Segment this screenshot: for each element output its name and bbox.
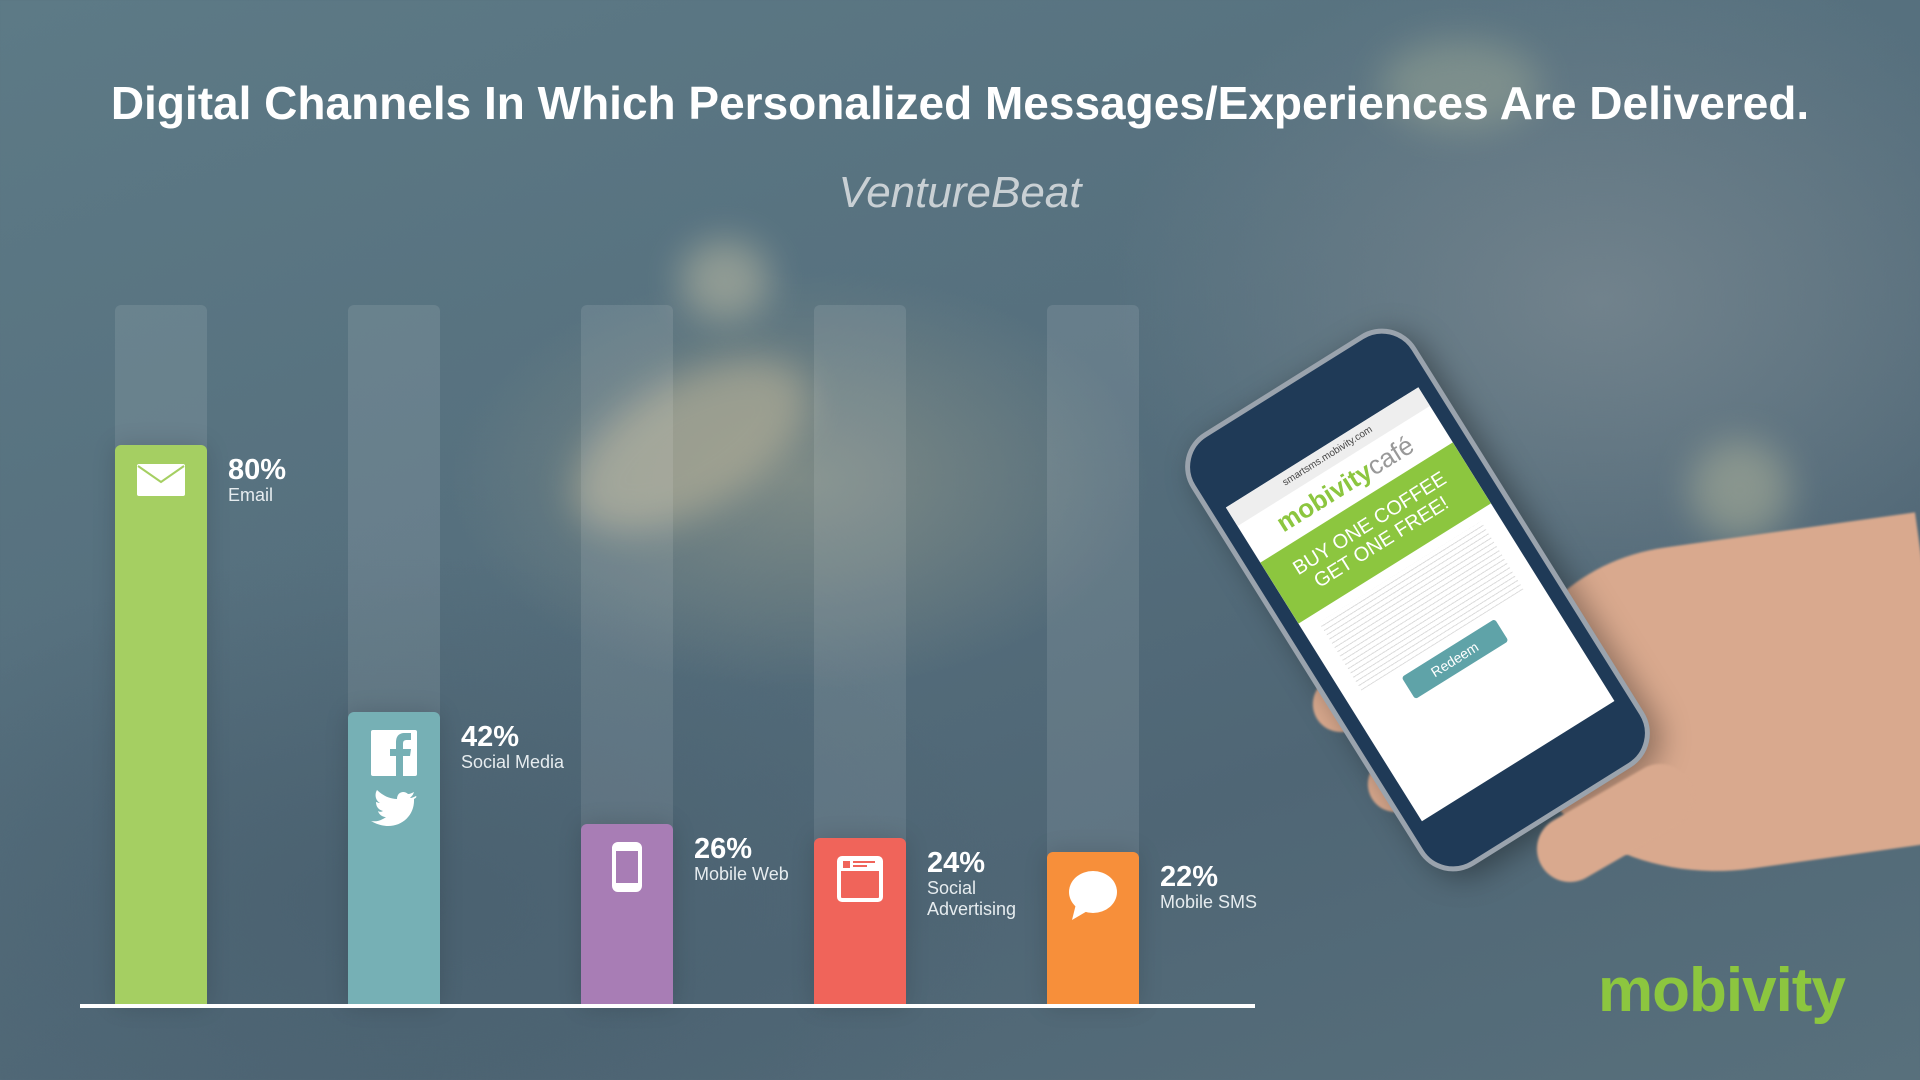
value-label: 24% — [927, 846, 986, 879]
bar-social-advertising — [814, 837, 906, 1006]
background-bokeh — [1380, 40, 1540, 130]
bar-email — [115, 445, 207, 1006]
envelope-icon — [115, 463, 207, 497]
value-label: 26% — [694, 832, 753, 865]
bar-label: 80% Email — [228, 455, 286, 506]
category-label: Mobile SMS — [1160, 891, 1258, 912]
category-label: Email — [228, 485, 274, 506]
bar-label: 22% Mobile SMS — [1160, 862, 1257, 913]
page-title: Digital Channels In Which Personalized M… — [110, 77, 1810, 129]
smartphone-icon — [581, 841, 673, 892]
phone-screen: smartsms.mobivity.com mobivitycafé BUY O… — [1225, 387, 1615, 822]
bar-social-media — [348, 711, 440, 1006]
bar-mobile-sms — [1047, 851, 1139, 1006]
category-label: Social Advertising — [927, 877, 1017, 919]
x-axis-baseline — [80, 1004, 1255, 1008]
speech-bubble-icon — [1047, 870, 1139, 922]
bar-mobile-web — [581, 823, 673, 1006]
value-label: 22% — [1160, 860, 1219, 893]
category-label: Social Media — [461, 751, 565, 772]
value-label: 80% — [228, 454, 287, 487]
browser-window-icon — [814, 855, 906, 902]
bar-label: 26% Mobile Web — [694, 834, 789, 885]
background-bokeh — [680, 240, 770, 320]
facebook-twitter-icon — [348, 729, 440, 840]
background-bokeh — [1690, 440, 1790, 540]
source-label: VentureBeat — [838, 168, 1082, 217]
category-label: Mobile Web — [694, 863, 789, 884]
bar-label: 42% Social Media — [461, 722, 564, 773]
mobivity-logo: mobivity — [1598, 956, 1846, 1025]
bar-label: 24% Social Advertising — [927, 848, 1027, 920]
value-label: 42% — [461, 720, 520, 753]
